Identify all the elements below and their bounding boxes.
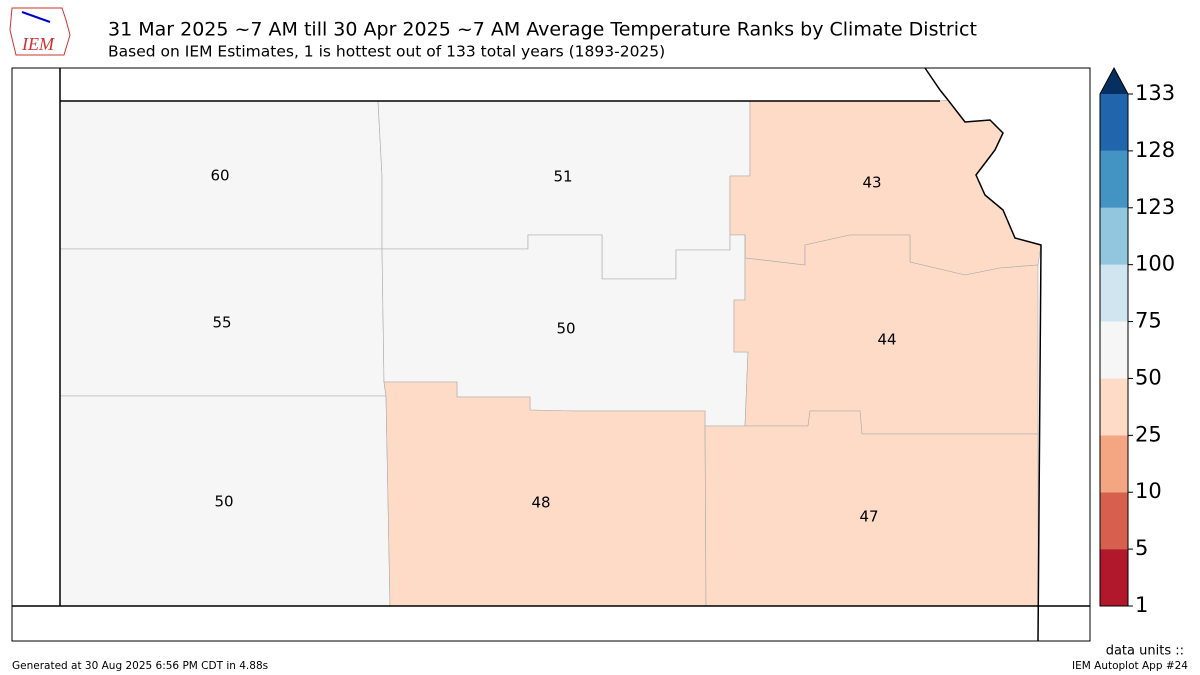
colorbar-bin <box>1100 150 1128 208</box>
colorbar-tick-label: 1 <box>1135 593 1148 617</box>
colorbar-bin <box>1100 549 1128 606</box>
district-label: 55 <box>212 314 231 332</box>
title: 31 Mar 2025 ~7 AM till 30 Apr 2025 ~7 AM… <box>108 19 977 41</box>
colorbar-tick-label: 5 <box>1135 536 1148 560</box>
colorbar-tick-label: 100 <box>1135 252 1175 276</box>
district-label: 44 <box>877 331 896 349</box>
district-label: 60 <box>210 167 229 185</box>
colorbar-tick-label: 133 <box>1135 81 1175 105</box>
colorbar-extend <box>1100 68 1128 94</box>
district-label: 50 <box>214 493 233 511</box>
colorbar-bin <box>1100 207 1128 265</box>
colorbar-tick-label: 25 <box>1135 422 1162 446</box>
state-lines <box>12 67 1090 642</box>
district <box>383 381 707 607</box>
colorbar-bin <box>1100 492 1128 550</box>
district-label: 43 <box>862 174 881 192</box>
colorbar-tick-label: 123 <box>1135 195 1175 219</box>
district-label: 51 <box>553 168 572 186</box>
logo-outline <box>9 7 71 56</box>
units-label: data units :: <box>1106 644 1184 659</box>
colorbar-bin <box>1100 321 1128 379</box>
district-labels: 60 51 43 55 50 44 50 48 47 <box>210 167 896 526</box>
district-label: 48 <box>531 494 550 512</box>
colorbar: 1 5 10 25 50 75 100 123 128 133 <box>1099 66 1175 617</box>
logo-icon <box>21 11 51 23</box>
colorbar-bin <box>1100 378 1128 436</box>
colorbar-bin <box>1100 435 1128 493</box>
colorbar-tick-label: 50 <box>1135 365 1162 389</box>
colorbar-bin <box>1100 264 1128 322</box>
colorbar-outline <box>1099 66 1129 607</box>
border <box>924 67 1042 642</box>
districts <box>59 99 1042 607</box>
district-label: 50 <box>556 320 575 338</box>
subtitle: Based on IEM Estimates, 1 is hottest out… <box>108 43 665 61</box>
colorbar-tick-label: 75 <box>1135 309 1162 333</box>
generated-note: Generated at 30 Aug 2025 6:56 PM CDT in … <box>12 660 268 672</box>
logo: IEM <box>9 7 71 56</box>
colorbar-tick-label: 10 <box>1135 479 1162 503</box>
district-label: 47 <box>859 508 878 526</box>
colorbar-bin <box>1100 94 1128 151</box>
logo-text: IEM <box>21 34 55 54</box>
app-note: IEM Autoplot App #24 <box>1072 660 1188 672</box>
colorbar-tick-label: 128 <box>1135 138 1175 162</box>
